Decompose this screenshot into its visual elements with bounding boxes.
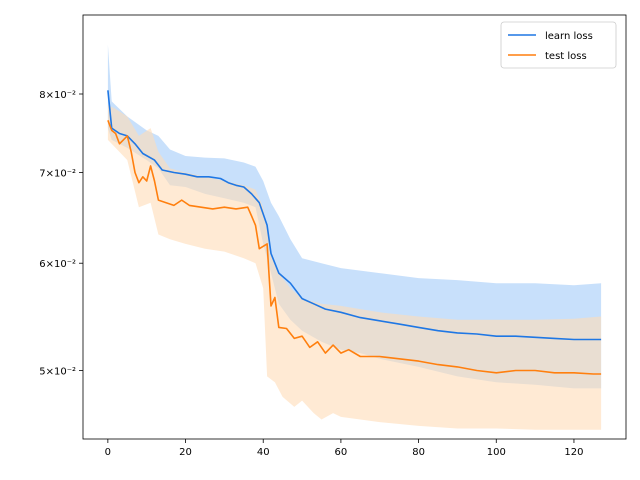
legend-label: test loss <box>545 51 587 62</box>
legend-box <box>500 21 617 69</box>
y-tick-label: 8×10⁻² <box>39 90 76 101</box>
series-lines <box>107 90 602 375</box>
learn-loss-band <box>107 44 602 389</box>
x-tick-label: 60 <box>335 447 348 458</box>
y-tick-label: 6×10⁻² <box>39 259 76 270</box>
test-loss-band <box>107 105 602 430</box>
y-tick-label: 5×10⁻² <box>39 366 76 377</box>
x-tick-label: 40 <box>257 447 270 458</box>
y-tick-label: 7×10⁻² <box>39 169 76 180</box>
test-loss-line <box>107 120 602 375</box>
y-axis-ticks: 5×10⁻² 6×10⁻² 7×10⁻² 8×10⁻² <box>39 90 83 377</box>
x-axis-ticks: 0 20 40 60 80 100 120 <box>105 439 583 458</box>
x-tick-label: 20 <box>179 447 192 458</box>
legend: learn loss test loss <box>500 21 617 69</box>
plot-frame <box>82 14 627 440</box>
legend-label: learn loss <box>545 31 593 42</box>
learn-loss-line <box>107 90 602 341</box>
x-tick-label: 80 <box>412 447 425 458</box>
x-tick-label: 100 <box>487 447 506 458</box>
x-tick-label: 0 <box>105 447 111 458</box>
confidence-bands <box>107 44 602 430</box>
x-tick-label: 120 <box>564 447 583 458</box>
